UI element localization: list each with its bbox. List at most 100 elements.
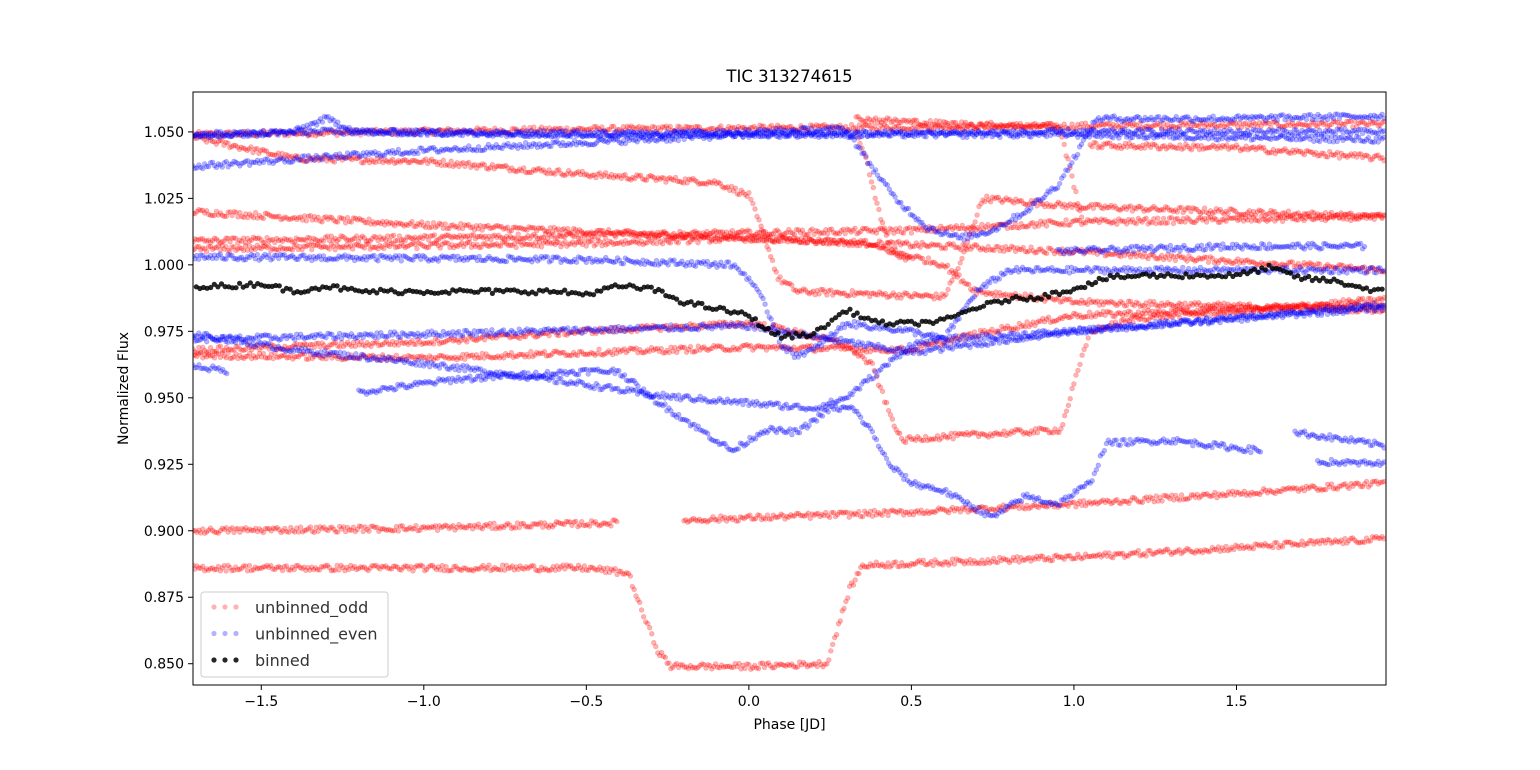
- unbinned_odd-point: [902, 439, 909, 446]
- unbinned_odd-point: [571, 126, 578, 133]
- unbinned_odd-point: [240, 128, 247, 135]
- unbinned_odd-point: [1075, 367, 1081, 374]
- unbinned_odd-point: [303, 130, 309, 137]
- unbinned_odd-point: [194, 131, 200, 137]
- unbinned_odd-point: [585, 126, 591, 133]
- unbinned_odd-point: [377, 131, 383, 137]
- unbinned_odd-point: [373, 126, 379, 132]
- unbinned_odd-point: [529, 128, 535, 134]
- unbinned_odd-point: [638, 127, 644, 133]
- unbinned_odd-point: [395, 528, 402, 534]
- unbinned_odd-point: [536, 126, 543, 133]
- unbinned_odd-point: [614, 126, 621, 133]
- unbinned_odd-point: [287, 129, 294, 135]
- unbinned_odd-point: [622, 127, 628, 133]
- unbinned_odd-point: [316, 131, 323, 137]
- unbinned_odd-point: [661, 124, 667, 131]
- unbinned_odd-point: [1077, 207, 1083, 214]
- unbinned_odd-point: [221, 133, 227, 139]
- unbinned_odd-point: [431, 232, 438, 238]
- unbinned_odd-point: [431, 130, 438, 136]
- unbinned_odd-point: [618, 128, 625, 134]
- unbinned_odd-point: [425, 220, 431, 226]
- unbinned_odd-point: [490, 129, 496, 136]
- unbinned_odd-point: [439, 127, 445, 133]
- unbinned_odd-point: [1067, 396, 1073, 402]
- unbinned_odd-point: [229, 133, 235, 140]
- unbinned_odd-point: [517, 129, 523, 135]
- unbinned_odd-point: [350, 131, 356, 137]
- unbinned_odd-point: [1079, 352, 1085, 358]
- unbinned_odd-point: [958, 247, 964, 253]
- unbinned_odd-point: [307, 131, 313, 138]
- unbinned_odd-point: [1289, 259, 1296, 265]
- unbinned_odd-point: [449, 130, 455, 136]
- unbinned_odd-point: [589, 237, 595, 244]
- unbinned_odd-point: [464, 128, 471, 135]
- unbinned_odd-point: [534, 128, 541, 135]
- unbinned_odd-point: [876, 206, 882, 213]
- unbinned_odd-point: [640, 124, 646, 130]
- unbinned_odd-point: [556, 125, 562, 132]
- unbinned_odd-point: [344, 131, 350, 137]
- unbinned_odd-point: [577, 125, 584, 132]
- unbinned_odd-point: [925, 255, 932, 261]
- unbinned_odd-point: [311, 129, 317, 135]
- unbinned_odd-point: [442, 221, 448, 227]
- unbinned_odd-point: [573, 127, 580, 133]
- unbinned_odd-point: [950, 436, 956, 442]
- unbinned_odd-point: [211, 132, 218, 138]
- unbinned_odd-point: [366, 528, 372, 534]
- unbinned_odd-point: [387, 128, 393, 134]
- unbinned_odd-point: [437, 127, 443, 133]
- unbinned_odd-point: [492, 125, 498, 131]
- unbinned_odd-point: [826, 514, 833, 521]
- unbinned_odd-point: [289, 131, 295, 137]
- unbinned_odd-point: [1285, 208, 1292, 214]
- unbinned_odd-point: [1143, 215, 1149, 222]
- unbinned_odd-point: [612, 129, 619, 135]
- unbinned_odd-point: [548, 128, 554, 134]
- unbinned_odd-point: [200, 130, 206, 137]
- unbinned_odd-point: [546, 333, 552, 339]
- unbinned_odd-point: [595, 125, 601, 132]
- unbinned_odd-point: [498, 127, 504, 133]
- unbinned_odd-point: [390, 232, 397, 239]
- unbinned_odd-point: [887, 245, 893, 251]
- unbinned_odd-point: [507, 129, 514, 136]
- unbinned_odd-segment: [193, 118, 1386, 140]
- unbinned_odd-point: [203, 129, 210, 135]
- unbinned_odd-point: [461, 127, 467, 133]
- unbinned_odd-point: [447, 127, 453, 133]
- unbinned_odd-point: [868, 179, 875, 185]
- unbinned_odd-point: [816, 291, 822, 297]
- unbinned_odd-point: [560, 128, 566, 134]
- chart-title: TIC 313274615: [725, 67, 852, 86]
- unbinned_odd-point: [546, 125, 552, 131]
- unbinned_odd-point: [338, 130, 344, 136]
- unbinned_odd-point: [213, 129, 220, 136]
- unbinned_odd-point: [330, 129, 336, 135]
- unbinned_odd-point: [385, 128, 391, 135]
- unbinned_odd-point: [207, 129, 214, 136]
- unbinned_odd-point: [616, 126, 623, 133]
- unbinned_odd-point: [1083, 342, 1089, 349]
- unbinned_odd-point: [879, 388, 886, 395]
- unbinned_odd-point: [202, 133, 208, 140]
- unbinned_odd-point: [624, 123, 630, 130]
- unbinned_odd-point: [369, 130, 375, 137]
- unbinned_odd-point: [379, 128, 385, 135]
- unbinned_odd-point: [505, 129, 512, 136]
- unbinned_odd-point: [1078, 214, 1085, 220]
- unbinned_odd-point: [1073, 188, 1079, 195]
- unbinned_odd-point: [427, 129, 434, 136]
- unbinned_odd-point: [227, 129, 233, 135]
- unbinned_odd-point: [332, 128, 338, 135]
- unbinned_odd-point: [647, 128, 654, 134]
- unbinned_odd-point: [1045, 314, 1052, 320]
- unbinned_odd-point: [396, 129, 403, 135]
- unbinned_odd-point: [945, 286, 951, 293]
- unbinned_odd-point: [334, 132, 340, 139]
- unbinned_odd-point: [291, 129, 297, 135]
- unbinned_odd-point: [418, 126, 424, 133]
